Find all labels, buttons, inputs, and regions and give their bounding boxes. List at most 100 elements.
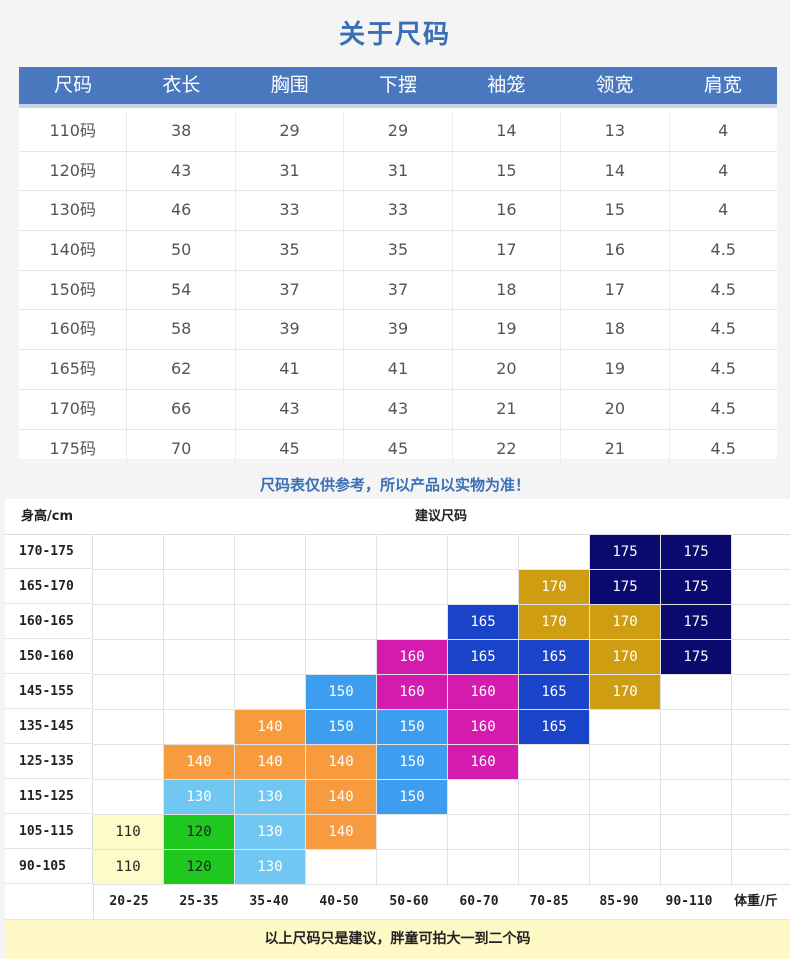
size-chart-row: 175码 70 45 45 22 21 4.5	[19, 429, 777, 469]
weight-range-label: 25-35	[179, 894, 219, 909]
size-chart-cell: 18	[453, 270, 562, 310]
empty-cell	[448, 535, 519, 570]
recommendation-row: 135-145 140 150 150 160 165	[5, 710, 790, 745]
empty-cell	[448, 815, 519, 850]
height-range-label: 90-105	[5, 850, 93, 884]
recommended-size-cell: 140	[164, 745, 235, 780]
empty-cell	[732, 570, 790, 605]
recommended-size-cell: 120	[164, 850, 235, 885]
recommended-size-cell: 120	[164, 815, 235, 850]
suggested-size-header: 建议尺码	[415, 509, 468, 524]
recommendation-row: 105-115 110 120 130 140	[5, 815, 790, 850]
size-chart-cell: 33	[344, 191, 453, 231]
empty-cell	[661, 780, 732, 815]
recommended-size-cell: 160	[448, 675, 519, 710]
size-chart-cell: 170码	[19, 389, 128, 429]
recommended-size-cell: 175	[590, 570, 661, 605]
empty-cell	[519, 850, 590, 885]
size-chart-cell: 4	[718, 160, 729, 180]
size-chart-cell: 175码	[19, 429, 128, 469]
recommended-size-cell: 140	[306, 780, 377, 815]
height-range-label: 145-155	[5, 675, 93, 709]
size-chart-cell: 4.5	[710, 398, 736, 418]
size-chart-cell: 37	[344, 270, 453, 310]
size-chart-row: 140码 50 35 35 17 16 4.5	[19, 231, 777, 271]
weight-range-label: 70-85	[529, 894, 569, 909]
empty-cell	[590, 745, 661, 780]
empty-cell	[93, 780, 164, 815]
recommended-size-cell: 175	[661, 535, 732, 570]
weight-row-spacer	[5, 885, 94, 919]
size-chart-cell: 33	[236, 191, 345, 231]
size-chart-cell: 35	[344, 231, 453, 270]
size-chart-row: 150码 54 37 37 18 17 4.5	[19, 270, 777, 311]
size-chart-row: 170码 66 43 43 21 20 4.5	[19, 389, 777, 430]
size-chart-header-row: 尺码 衣长 胸围 下摆 袖笼 领宽 肩宽	[19, 67, 777, 108]
recommended-size-cell: 170	[590, 640, 661, 675]
empty-cell	[590, 710, 661, 745]
empty-cell	[590, 780, 661, 815]
empty-cell	[93, 710, 164, 745]
weight-unit-label: 体重/斤	[734, 894, 778, 909]
recommended-size-cell: 150	[306, 710, 377, 745]
size-chart-cell: 45	[344, 429, 453, 469]
height-range-label: 165-170	[5, 570, 93, 604]
recommended-size-cell: 130	[235, 815, 306, 850]
recommendation-row: 160-165 165 170 170 175	[5, 605, 790, 640]
size-chart-row: 110码 38 29 29 14 13 4	[19, 112, 777, 152]
empty-cell	[377, 815, 448, 850]
empty-cell	[732, 850, 790, 885]
empty-cell	[93, 605, 164, 640]
page-title: 关于尺码	[338, 20, 451, 50]
size-chart-cell: 29	[236, 112, 345, 151]
empty-cell	[732, 815, 790, 850]
size-chart-cell: 13	[561, 112, 670, 151]
height-range-label: 135-145	[5, 710, 93, 744]
size-chart-cell: 31	[236, 151, 345, 191]
empty-cell	[661, 710, 732, 745]
size-chart-cell: 4.5	[710, 279, 736, 299]
recommended-size-cell: 170	[519, 605, 590, 640]
empty-cell	[661, 745, 732, 780]
recommendation-row: 115-125 130 130 140 150	[5, 780, 790, 815]
height-range-label: 160-165	[5, 605, 93, 639]
recommended-size-cell: 130	[235, 780, 306, 815]
empty-cell	[164, 675, 235, 710]
reference-note: 尺码表仅供参考，所以产品以实物为准！	[259, 476, 530, 494]
empty-cell	[164, 640, 235, 675]
empty-cell	[235, 605, 306, 640]
empty-cell	[661, 850, 732, 885]
recommended-size-cell: 165	[519, 675, 590, 710]
size-chart-column-header: 衣长	[162, 74, 201, 96]
empty-cell	[519, 535, 590, 570]
size-chart-column-header: 胸围	[270, 74, 309, 96]
size-chart-cell: 4	[718, 121, 729, 140]
empty-cell	[93, 535, 164, 570]
size-chart-cell: 165码	[19, 350, 128, 389]
size-chart-cell: 58	[127, 310, 236, 350]
size-chart-cell: 130码	[19, 191, 128, 231]
size-chart-cell: 38	[127, 112, 236, 151]
size-chart-cell: 37	[236, 270, 345, 310]
recommended-size-cell: 175	[590, 535, 661, 570]
height-range-label: 150-160	[5, 640, 93, 674]
weight-range-label: 85-90	[599, 894, 639, 909]
size-chart-cell: 4.5	[710, 240, 736, 260]
empty-cell	[732, 675, 790, 710]
size-chart-cell: 46	[127, 191, 236, 231]
size-chart-cell: 43	[236, 389, 345, 429]
size-chart-cell: 16	[453, 191, 562, 231]
size-chart-column-header: 袖笼	[487, 74, 526, 96]
recommendation-row: 170-175 175 175	[5, 535, 790, 570]
recommended-size-cell: 150	[377, 745, 448, 780]
recommended-size-cell: 140	[306, 815, 377, 850]
size-chart-body: 110码 38 29 29 14 13 4 120码 43 31 31 15 14 4 130码 46 33 33…	[19, 108, 777, 469]
size-chart-cell: 31	[344, 151, 453, 191]
empty-cell	[93, 640, 164, 675]
height-range-label: 115-125	[5, 780, 93, 814]
size-chart-cell: 18	[561, 310, 670, 350]
empty-cell	[93, 570, 164, 605]
recommended-size-cell: 165	[448, 640, 519, 675]
size-chart-cell: 17	[453, 231, 562, 270]
size-chart-cell: 4.5	[710, 359, 736, 379]
